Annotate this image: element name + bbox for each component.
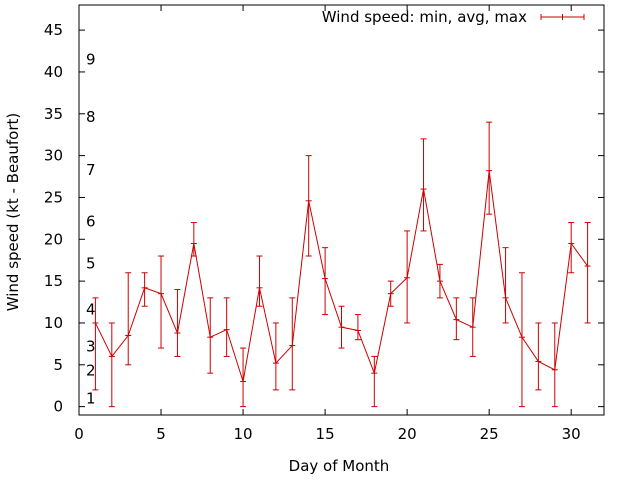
- y-tick-label: 0: [53, 398, 63, 416]
- beaufort-label: 8: [86, 108, 96, 126]
- x-tick-label: 5: [156, 425, 166, 443]
- x-axis-title: Day of Month: [289, 457, 390, 475]
- x-tick-label: 0: [74, 425, 84, 443]
- x-tick-label: 30: [562, 425, 581, 443]
- beaufort-label: 2: [86, 362, 96, 380]
- x-tick-label: 10: [234, 425, 253, 443]
- beaufort-label: 3: [86, 337, 96, 355]
- y-tick-label: 25: [44, 188, 63, 206]
- legend-label: Wind speed: min, avg, max: [322, 8, 527, 26]
- plot-axes: [78, 4, 605, 416]
- legend-sample: [540, 14, 585, 20]
- legend: Wind speed: min, avg, max: [322, 8, 585, 26]
- beaufort-label: 9: [86, 50, 96, 68]
- y-tick-label: 20: [44, 230, 63, 248]
- y-tick-label: 40: [44, 63, 63, 81]
- y-tick-label: 10: [44, 314, 63, 332]
- plot-frame: [78, 4, 605, 416]
- series-wind-speed: [92, 121, 591, 408]
- y-tick-label: 30: [44, 147, 63, 165]
- avg-line: [94, 170, 588, 382]
- beaufort-label: 5: [86, 255, 96, 273]
- y-tick-label: 45: [44, 21, 63, 39]
- x-tick-label: 15: [316, 425, 335, 443]
- y-tick-label: 35: [44, 105, 63, 123]
- y-tick-label: 15: [44, 272, 63, 290]
- x-tick-label: 20: [398, 425, 417, 443]
- y-axis-title: Wind speed (kt - Beaufort): [4, 113, 22, 312]
- beaufort-label: 4: [86, 301, 96, 319]
- y-tick-label: 5: [53, 356, 63, 374]
- beaufort-label: 7: [86, 161, 96, 179]
- x-tick-label: 25: [480, 425, 499, 443]
- beaufort-label: 6: [86, 213, 96, 231]
- beaufort-label: 1: [86, 389, 96, 407]
- beaufort-scale-labels: 1 2 3 4 5 6 7 8 9: [86, 50, 96, 407]
